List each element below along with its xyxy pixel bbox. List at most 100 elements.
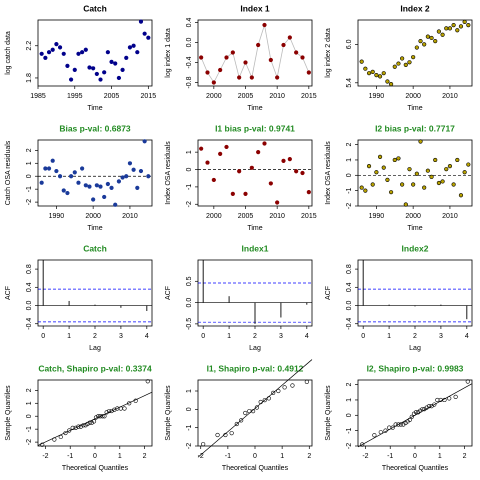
data-point <box>138 168 144 174</box>
data-point <box>287 157 292 162</box>
y-tick-label: 0 <box>346 413 353 417</box>
data-point <box>436 180 442 186</box>
y-tick-label: -1 <box>346 427 353 433</box>
y-tick-label: 1 <box>186 389 193 393</box>
plot-frame <box>197 379 313 447</box>
data-point <box>205 160 210 165</box>
data-point <box>105 181 110 187</box>
data-point <box>91 197 96 202</box>
plot-frame <box>197 19 313 87</box>
data-point <box>89 420 94 425</box>
x-tick-label: 1 <box>387 333 391 340</box>
data-point <box>50 47 55 52</box>
x-tick-label: 2010 <box>269 93 285 100</box>
data-point <box>109 185 114 190</box>
data-point <box>403 62 408 67</box>
data-point <box>135 185 140 190</box>
plot-frame <box>37 139 153 207</box>
data-point <box>87 65 92 70</box>
y-tick-label: 0 <box>26 414 33 418</box>
data-point <box>113 61 118 66</box>
data-point <box>131 167 136 172</box>
data-point <box>444 26 449 31</box>
plot-frame <box>37 259 153 327</box>
panel-title: Catch, Shapiro p-val: 0.3374 <box>38 363 152 373</box>
data-point <box>229 431 234 436</box>
data-point <box>205 70 210 75</box>
data-point <box>306 190 311 195</box>
data-point <box>414 171 419 176</box>
panel-title: Catch <box>83 243 107 253</box>
data-point <box>418 139 423 144</box>
x-tick-label: 2000 <box>405 213 421 220</box>
plot-frame <box>357 139 473 207</box>
x-axis-label: Time <box>407 225 422 232</box>
data-point <box>39 51 44 56</box>
data-point <box>146 35 151 40</box>
data-point <box>414 45 419 50</box>
data-point <box>67 428 72 433</box>
data-point <box>54 42 59 47</box>
data-point <box>372 433 377 438</box>
data-point <box>433 157 438 163</box>
data-point <box>396 156 401 161</box>
data-point <box>239 418 244 423</box>
y-tick-label: 0.0 <box>26 301 33 311</box>
y-tick-label: 0.0 <box>186 38 193 48</box>
y-tick-label: 1 <box>186 150 193 154</box>
data-point <box>377 74 383 79</box>
y-tick-label: -0.4 <box>186 56 193 68</box>
data-point <box>290 383 295 388</box>
data-point <box>411 182 416 187</box>
data-point <box>237 75 242 80</box>
data-point <box>271 390 276 395</box>
y-axis-label: Sample Quantiles <box>165 385 172 441</box>
x-tick-label: -2 <box>362 453 368 460</box>
y-tick-label: -2 <box>346 443 353 449</box>
panel-title: Index2 <box>402 243 429 253</box>
data-point <box>388 190 394 195</box>
x-tick-label: 0 <box>41 333 45 340</box>
data-point <box>76 51 81 56</box>
x-tick-label: 2010 <box>442 93 458 100</box>
y-tick-label: 1 <box>26 161 33 165</box>
y-tick-label: 0 <box>346 173 353 177</box>
x-tick-label: 2000 <box>206 93 222 100</box>
data-point <box>145 379 150 384</box>
x-axis-label: Time <box>247 225 262 232</box>
data-point <box>138 19 144 24</box>
y-tick-label: 0.8 <box>26 264 33 274</box>
data-point <box>72 67 77 73</box>
data-point <box>61 188 66 193</box>
data-point <box>411 55 416 60</box>
x-tick-label: 2 <box>143 453 147 460</box>
data-point <box>458 193 464 198</box>
data-point <box>142 31 147 36</box>
y-tick-label: 2 <box>26 148 33 152</box>
y-tick-label: 1 <box>26 401 33 405</box>
y-tick-label: -2 <box>346 203 353 209</box>
x-tick-label: 2000 <box>85 213 101 220</box>
data-point <box>276 388 281 394</box>
data-point <box>230 191 235 196</box>
data-point <box>444 167 449 172</box>
x-tick-label: 0 <box>253 453 257 460</box>
x-tick-label: 2015 <box>301 213 317 220</box>
y-tick-label: -0.4 <box>26 318 33 330</box>
x-axis-label: Time <box>87 225 102 232</box>
x-axis-label: Lag <box>89 345 101 352</box>
data-point <box>68 174 74 179</box>
data-point <box>116 75 122 81</box>
data-point <box>131 43 136 48</box>
data-point <box>127 45 133 50</box>
data-point <box>256 42 261 48</box>
panel-title: I2 bias p-val: 0.7717 <box>375 123 455 133</box>
data-point <box>268 57 273 63</box>
y-tick-label: 0 <box>186 407 193 411</box>
data-point <box>63 430 68 436</box>
plot-frame <box>37 379 153 447</box>
y-tick-label: -1 <box>346 187 353 193</box>
data-point <box>57 174 63 179</box>
data-point <box>281 42 286 48</box>
data-point <box>447 26 453 31</box>
